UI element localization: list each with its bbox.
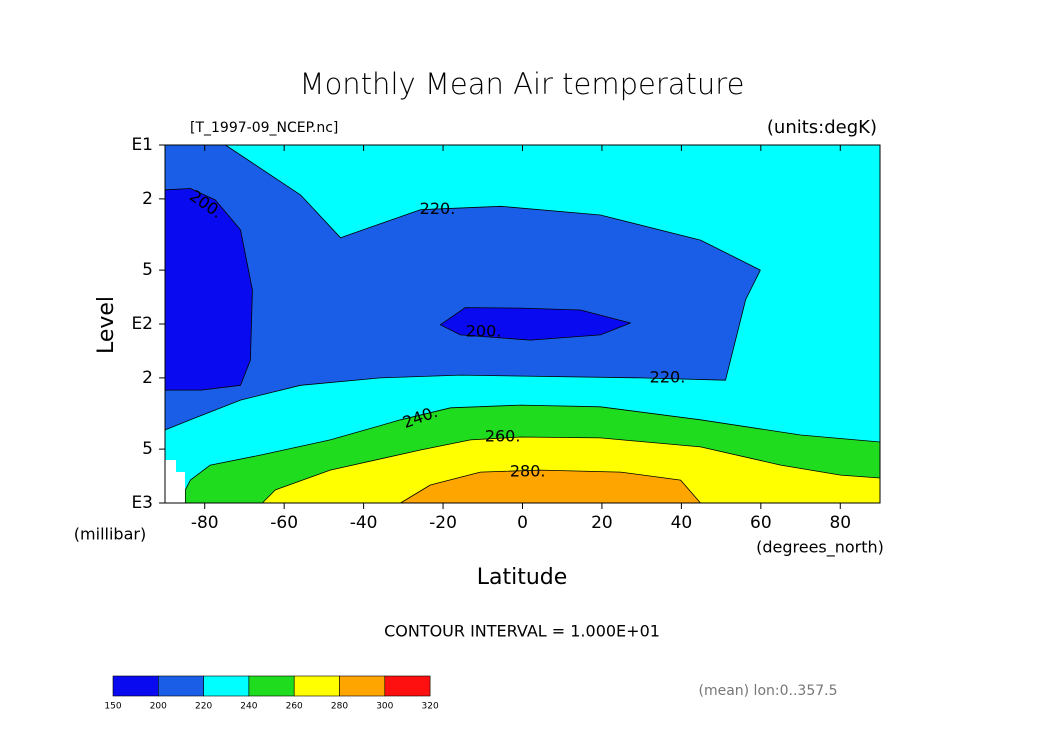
units-label: (units:degK) (767, 117, 877, 138)
contour-label: 200. (466, 322, 502, 341)
chart-title: Monthly Mean Air temperature (300, 67, 745, 101)
x-tick-label: 20 (591, 513, 613, 533)
x-tick-label: 60 (750, 513, 772, 533)
contour-region (164, 188, 253, 391)
colorbar-swatch (112, 675, 159, 697)
contour-label: 220. (420, 199, 456, 218)
y-axis-label: Level (94, 296, 119, 354)
colorbar-label: 320 (422, 702, 439, 712)
y-tick-label: E1 (131, 135, 153, 155)
colorbar-swatch (248, 675, 295, 697)
x-tick-label: 40 (671, 513, 693, 533)
colorbar-label: 240 (240, 702, 257, 712)
colorbar-swatch (203, 675, 250, 697)
x-tick-label: -60 (270, 513, 298, 533)
colorbar-swatch (158, 675, 204, 697)
y-tick-label: 5 (142, 260, 153, 280)
y-tick-label: E2 (131, 314, 153, 334)
x-axis-label: Latitude (477, 565, 568, 590)
colorbar-label: 200 (150, 702, 167, 712)
contour-interval: CONTOUR INTERVAL = 1.000E+01 (384, 622, 660, 641)
y-tick-label: 5 (142, 439, 153, 459)
x-tick-label: -40 (350, 513, 378, 533)
overlay: 200. 220.200.220.240.260.280.-80 -60 -40 -20… (131, 135, 881, 533)
y-tick-label: 2 (142, 368, 153, 388)
plot-area (164, 144, 881, 504)
x-tick-label: 0 (517, 513, 528, 533)
y-units: (millibar) (74, 525, 146, 544)
colorbar-label: 220 (195, 702, 212, 712)
file-label: [T_1997-09_NCEP.nc] (190, 120, 338, 136)
footnote: (mean) lon:0..357.5 (698, 683, 837, 699)
missing-data (165, 460, 185, 503)
colorbar-swatch (339, 675, 386, 697)
contour-label: 220. (650, 367, 686, 386)
colorbar-label: 150 (104, 702, 121, 712)
colorbar-swatch (293, 675, 340, 697)
x-tick-label: -20 (429, 513, 457, 533)
y-tick-label: E3 (131, 493, 153, 513)
x-units: (degrees_north) (756, 538, 884, 558)
contour-region (439, 307, 631, 341)
x-tick-label: 80 (829, 513, 851, 533)
contour-label: 280. (510, 462, 546, 481)
y-tick-label: 2 (142, 189, 153, 209)
contour-region (164, 144, 761, 431)
colorbar-swatch (384, 675, 431, 697)
colorbar-label: 300 (376, 702, 393, 712)
x-tick-label: -80 (191, 513, 219, 533)
contour-region (400, 469, 701, 504)
colorbar-label: 260 (286, 702, 303, 712)
contour-label: 260. (485, 427, 521, 446)
colorbar-label: 280 (331, 702, 348, 712)
